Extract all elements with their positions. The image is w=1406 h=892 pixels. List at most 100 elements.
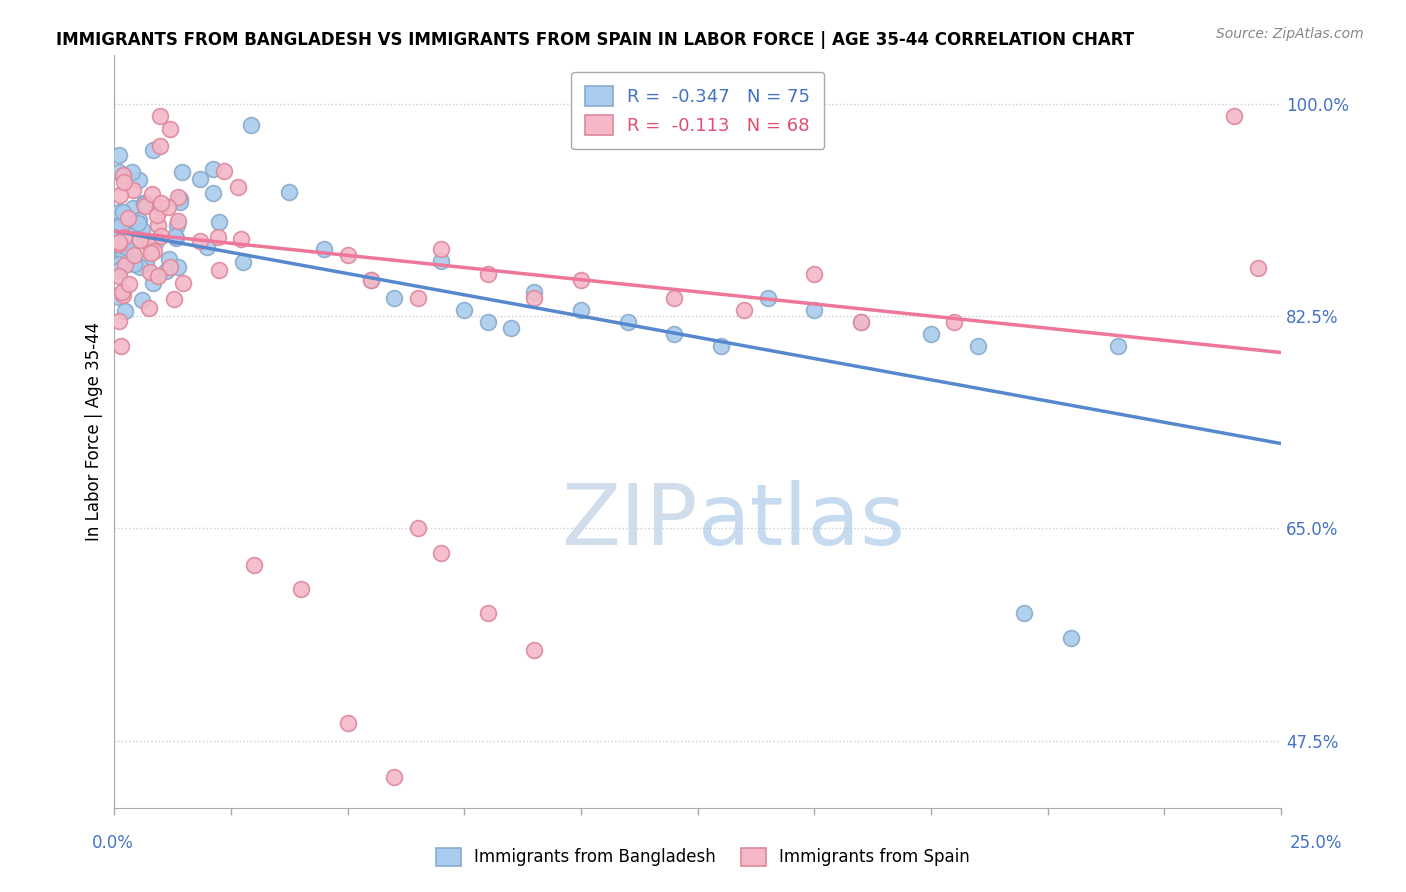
Point bbox=[477, 315, 499, 329]
Point bbox=[146, 208, 169, 222]
Point bbox=[128, 260, 150, 275]
Point bbox=[803, 267, 825, 281]
Point bbox=[172, 276, 194, 290]
Point bbox=[135, 256, 157, 270]
Point bbox=[208, 215, 231, 229]
Point bbox=[382, 291, 405, 305]
Point bbox=[121, 245, 143, 260]
Point bbox=[131, 293, 153, 307]
Point bbox=[108, 236, 131, 251]
Point bbox=[112, 247, 135, 261]
Point bbox=[117, 213, 139, 227]
Point bbox=[336, 715, 359, 730]
Point bbox=[112, 245, 135, 260]
Point bbox=[108, 147, 131, 161]
Point bbox=[128, 213, 150, 227]
Point bbox=[1223, 109, 1246, 123]
Point bbox=[229, 232, 252, 246]
Point bbox=[131, 223, 153, 237]
Point bbox=[108, 239, 131, 253]
Point bbox=[111, 205, 134, 219]
Point bbox=[110, 219, 132, 233]
Point bbox=[207, 229, 229, 244]
Point bbox=[163, 229, 186, 244]
Point bbox=[150, 228, 173, 243]
Point bbox=[146, 218, 169, 232]
Point bbox=[523, 285, 546, 299]
Point bbox=[108, 235, 131, 250]
Point bbox=[159, 260, 181, 274]
Point bbox=[188, 172, 211, 186]
Point bbox=[569, 273, 592, 287]
Point bbox=[277, 185, 299, 199]
Point bbox=[733, 303, 755, 318]
Point bbox=[122, 257, 145, 271]
Point bbox=[406, 291, 429, 305]
Point bbox=[202, 161, 225, 176]
Point bbox=[108, 257, 131, 271]
Point bbox=[139, 239, 162, 253]
Point bbox=[190, 235, 212, 249]
Point bbox=[156, 200, 179, 214]
Point bbox=[406, 521, 429, 535]
Point bbox=[169, 195, 191, 210]
Point bbox=[108, 188, 131, 202]
Point bbox=[112, 246, 135, 260]
Point bbox=[314, 243, 336, 257]
Point bbox=[141, 245, 163, 260]
Point bbox=[112, 230, 135, 244]
Point bbox=[122, 183, 145, 197]
Point bbox=[141, 187, 163, 202]
Point bbox=[849, 315, 872, 329]
Point bbox=[108, 290, 131, 304]
Point bbox=[134, 199, 156, 213]
Point bbox=[114, 304, 136, 318]
Point bbox=[115, 240, 138, 254]
Point bbox=[226, 180, 249, 194]
Point bbox=[710, 339, 733, 353]
Point bbox=[150, 196, 173, 211]
Point bbox=[966, 339, 988, 353]
Point bbox=[145, 234, 167, 248]
Point bbox=[477, 607, 499, 621]
Point bbox=[108, 262, 131, 277]
Legend: R =  -0.347   N = 75, R =  -0.113   N = 68: R = -0.347 N = 75, R = -0.113 N = 68 bbox=[571, 71, 824, 149]
Point bbox=[108, 314, 131, 328]
Point bbox=[155, 264, 177, 278]
Point bbox=[110, 339, 132, 353]
Point bbox=[142, 276, 165, 290]
Point bbox=[132, 232, 155, 246]
Point bbox=[166, 219, 188, 233]
Point bbox=[803, 303, 825, 318]
Point bbox=[134, 197, 156, 211]
Point bbox=[477, 267, 499, 281]
Point bbox=[108, 204, 131, 219]
Text: 0.0%: 0.0% bbox=[91, 834, 134, 852]
Y-axis label: In Labor Force | Age 35-44: In Labor Force | Age 35-44 bbox=[86, 322, 103, 541]
Point bbox=[167, 189, 190, 203]
Point bbox=[616, 315, 638, 329]
Point bbox=[430, 243, 453, 257]
Point bbox=[142, 143, 165, 157]
Text: Source: ZipAtlas.com: Source: ZipAtlas.com bbox=[1216, 27, 1364, 41]
Point bbox=[360, 273, 382, 287]
Point bbox=[1060, 631, 1083, 645]
Point bbox=[146, 268, 169, 283]
Point bbox=[134, 196, 156, 211]
Point bbox=[112, 169, 135, 184]
Point bbox=[1107, 339, 1129, 353]
Point bbox=[117, 211, 139, 226]
Point bbox=[169, 193, 191, 207]
Point bbox=[159, 121, 181, 136]
Legend: Immigrants from Bangladesh, Immigrants from Spain: Immigrants from Bangladesh, Immigrants f… bbox=[429, 841, 977, 873]
Point bbox=[167, 214, 190, 228]
Point bbox=[569, 303, 592, 318]
Point bbox=[108, 236, 131, 251]
Point bbox=[112, 168, 135, 182]
Point bbox=[110, 285, 132, 299]
Point bbox=[108, 269, 131, 284]
Point bbox=[149, 201, 172, 215]
Point bbox=[943, 315, 966, 329]
Point bbox=[453, 303, 475, 318]
Point bbox=[114, 258, 136, 272]
